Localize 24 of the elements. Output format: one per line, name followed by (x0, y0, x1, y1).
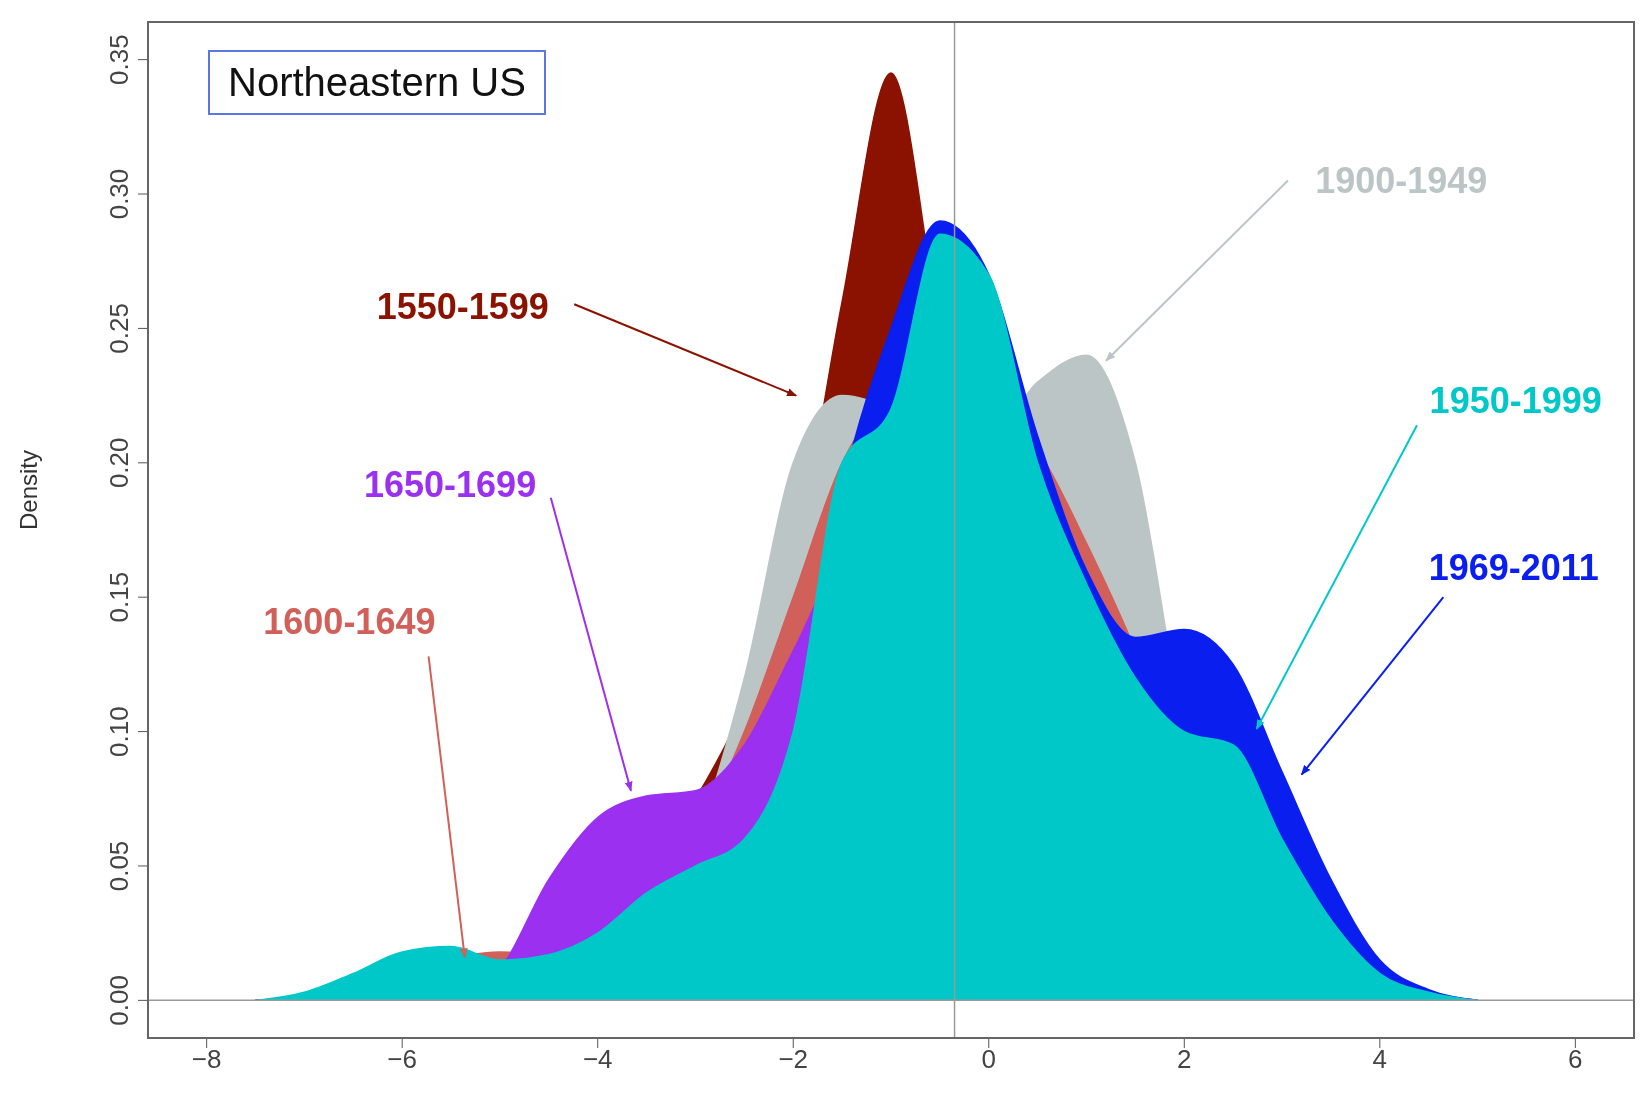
text: 1950-1999 (1429, 380, 1602, 422)
x-tick-label: −6 (387, 1044, 418, 1075)
y-tick-label: 0.00 (104, 975, 134, 1026)
y-tick-label: 0.35 (104, 34, 134, 85)
x-tick-label: −8 (191, 1044, 222, 1075)
x-tick-label: −4 (582, 1044, 613, 1075)
x-tick-label: 6 (1568, 1044, 1583, 1075)
text: 1550-1599 (376, 286, 549, 328)
x-tick-label: −2 (778, 1044, 809, 1075)
x-tick-label: 0 (981, 1044, 996, 1075)
text: 1600-1649 (263, 600, 436, 642)
y-tick-label: 0.25 (104, 303, 134, 354)
x-tick-label: 2 (1177, 1044, 1192, 1075)
y-tick-label: 0.10 (104, 706, 134, 757)
y-tick-label: 0.30 (104, 168, 134, 220)
x-tick-label: 4 (1372, 1044, 1388, 1075)
text: 1969-2011 (1428, 547, 1599, 589)
y-axis-title: Density (14, 449, 42, 530)
text: 1650-1699 (364, 463, 537, 505)
y-tick-label: 0.05 (104, 840, 134, 892)
y-tick-label: 0.15 (104, 571, 134, 623)
y-tick-label: 0.20 (104, 437, 134, 489)
text: 1900-1949 (1315, 160, 1488, 202)
text: Northeastern US (208, 50, 546, 115)
